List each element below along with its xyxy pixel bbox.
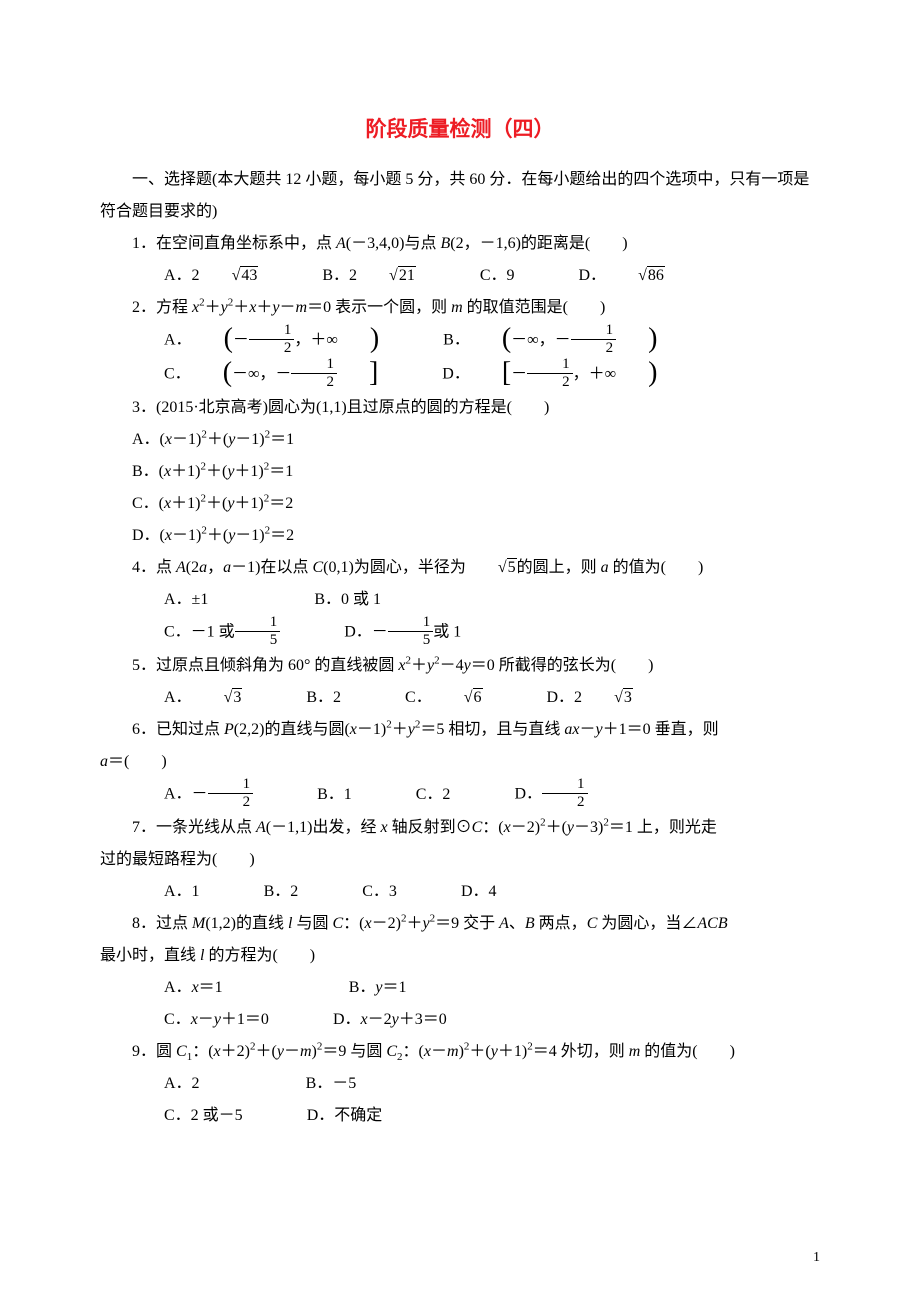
q1-opt-d: D．√86 [547,260,665,292]
q6-opt-c: C．2 [384,779,451,811]
q5-opt-a: A．√3 [132,682,242,714]
q9-opts-cd: C．2 或－5 D．不确定 [100,1100,820,1132]
q5-opts: A．√3 B．2 C．√6 D．2√3 [100,682,820,714]
q9-stem: 9．圆 C1：(x＋2)2＋(y－m)2＝9 与圆 C2：(x－m)2＋(y＋1… [100,1036,820,1068]
q2-stem: 2．方程 x2＋y2＋x＋y－m＝0 表示一个圆，则 m 的取值范围是( ) [100,292,820,324]
page-title: 阶段质量检测（四） [100,108,820,150]
q8-opt-a: A．x＝1 [132,972,223,1004]
q7-stem-l2: 过的最短路程为( ) [100,844,820,876]
q8-opt-d: D．x－2y＋3＝0 [301,1004,447,1036]
q5-opt-c: C．√6 [373,682,482,714]
q9-opts-ab: A．2 B．－5 [100,1068,820,1100]
q6-opt-b: B．1 [285,779,352,811]
q7-opts: A．1 B．2 C．3 D．4 [100,876,820,908]
q8-opt-c: C．x－y＋1＝0 [132,1004,269,1036]
q6-opt-a: A．－12 [132,778,253,812]
q9-opt-b: B．－5 [274,1068,357,1100]
q6-opts: A．－12 B．1 C．2 D．12 [100,778,820,812]
q9-opt-c: C．2 或－5 [132,1100,243,1132]
q7-opt-a: A．1 [132,876,200,908]
q4-opt-b: B．0 或 1 [282,584,381,616]
q7-opt-b: B．2 [232,876,299,908]
q6-stem-l2: a＝( ) [100,746,820,778]
q8-opt-b: B．y＝1 [317,972,407,1004]
q6-stem-l1: 6．已知过点 P(2,2)的直线与圆(x－1)2＋y2＝5 相切，且与直线 ax… [100,714,820,746]
q2-opt-d: D．[－12，＋∞) [410,358,657,392]
q9-opt-a: A．2 [132,1068,200,1100]
q2-opts-ab: A．(－12，＋∞) B．(－∞，－12) [100,324,820,358]
q3-opt-a: A．(x－1)2＋(y－1)2＝1 [100,424,820,456]
q3-opt-d: D．(x－1)2＋(y－1)2＝2 [100,520,820,552]
q7-opt-c: C．3 [330,876,397,908]
q8-opts-cd: C．x－y＋1＝0 D．x－2y＋3＝0 [100,1004,820,1036]
q2-opt-b: B．(－∞，－12) [411,324,657,358]
q3-stem: 3．(2015·北京高考)圆心为(1,1)且过原点的圆的方程是( ) [100,392,820,424]
section-intro: 一、选择题(本大题共 12 小题，每小题 5 分，共 60 分．在每小题给出的四… [100,164,820,228]
q1-opt-c: C．9 [448,260,515,292]
q8-stem-l1: 8．过点 M(1,2)的直线 l 与圆 C：(x－2)2＋y2＝9 交于 A、B… [100,908,820,940]
q6-opt-d: D．12 [482,778,587,812]
q2-opt-c: C．(－∞，－12] [132,358,378,392]
q5-opt-d: D．2√3 [515,682,633,714]
q4-opt-a: A．±1 [132,584,208,616]
q2-opts-cd: C．(－∞，－12] D．[－12，＋∞) [100,358,820,392]
q4-opt-c: C．－1 或15 [132,616,280,650]
q4-stem: 4．点 A(2a，a－1)在以点 C(0,1)为圆心，半径为√5的圆上，则 a … [100,552,820,584]
q5-stem: 5．过原点且倾斜角为 60° 的直线被圆 x2＋y2－4y＝0 所截得的弦长为(… [100,650,820,682]
q1-opt-a: A．2√43 [132,260,258,292]
q1-opt-b: B．2√21 [290,260,415,292]
q2-opt-a: A．(－12，＋∞) [132,324,379,358]
q4-opt-d: D．－15或 1 [312,616,461,650]
q4-opts-ab: A．±1 B．0 或 1 [100,584,820,616]
q9-opt-d: D．不确定 [275,1100,383,1132]
q1-stem: 1．在空间直角坐标系中，点 A(－3,4,0)与点 B(2，－1,6)的距离是(… [100,228,820,260]
q3-opt-b: B．(x＋1)2＋(y＋1)2＝1 [100,456,820,488]
q7-opt-d: D．4 [429,876,497,908]
q7-stem-l1: 7．一条光线从点 A(－1,1)出发，经 x 轴反射到⊙C：(x－2)2＋(y－… [100,812,820,844]
q4-opts-cd: C．－1 或15 D．－15或 1 [100,616,820,650]
page-number: 1 [813,1244,820,1272]
q1-opts: A．2√43 B．2√21 C．9 D．√86 [100,260,820,292]
q8-opts-ab: A．x＝1 B．y＝1 [100,972,820,1004]
q3-opt-c: C．(x＋1)2＋(y＋1)2＝2 [100,488,820,520]
q5-opt-b: B．2 [274,682,341,714]
q8-stem-l2: 最小时，直线 l 的方程为( ) [100,940,820,972]
